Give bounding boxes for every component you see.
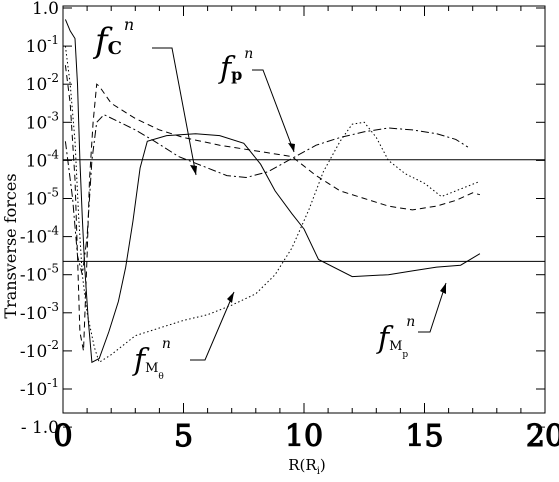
y-tick-label: 10-5	[26, 186, 59, 210]
annotation-fMp-label: fMpn	[376, 314, 415, 360]
y-tick-label: 10-4	[26, 147, 60, 171]
y-tick-labels: 1.0 10-1 10-2 10-3 10-4 10-5 -10-4 -10-5 -10-3 -1…	[20, 0, 545, 438]
annotation-fC-arrowhead	[190, 165, 197, 175]
series-line-f-p-n	[64, 65, 481, 351]
annotation-fMp-arrow	[418, 282, 447, 333]
series-line-f-m-p-n	[64, 114, 469, 275]
annotation-fMt: fMθn	[132, 291, 235, 382]
annotation-fp: fpn	[218, 46, 295, 153]
y-tick-label: -10-2	[20, 338, 59, 362]
annotation-fMt-label: fMθn	[132, 336, 171, 382]
annotation-fMt-arrow	[190, 291, 235, 361]
annotation-fp-arrow	[252, 69, 295, 153]
series-line-f-c-n	[64, 19, 481, 364]
y-tick-label: -10-3	[20, 300, 59, 324]
x-tick-label: 20	[526, 419, 559, 454]
y-tick-label: -10-5	[20, 262, 59, 286]
annotation-fp-arrowhead	[288, 143, 295, 152]
y-tick-label: 10-1	[26, 33, 59, 57]
annotation-fMp: fMpn	[376, 282, 447, 360]
x-tick-label: 15	[405, 419, 443, 454]
y-tick-label: - 1.0	[21, 418, 59, 438]
x-axis-label: R(Ri)	[288, 456, 326, 477]
x-tick-label: 10	[285, 419, 323, 454]
annotation-fMp-arrowhead	[440, 283, 446, 294]
y-tick-label: -10-1	[20, 376, 59, 400]
annotation-fp-label: fpn	[218, 46, 253, 86]
y-tick-label: 1.0	[32, 0, 59, 19]
series-line-f-m-theta-n	[64, 46, 481, 364]
annotation-fC-arrow	[152, 47, 197, 176]
y-tick-label: 10-2	[26, 71, 59, 95]
y-axis-label: Transverse forces	[1, 173, 20, 318]
y-tick-label: -10-4	[20, 224, 59, 248]
series-lines	[64, 19, 481, 364]
annotation-fMt-arrowhead	[227, 292, 234, 303]
annotation-fC-label: fCn	[92, 15, 134, 61]
x-tick-label: 0	[53, 419, 72, 454]
x-axis-ticks: 0 5 10 15 20	[53, 6, 559, 455]
y-tick-label: 10-3	[26, 109, 59, 133]
x-tick-label: 5	[174, 419, 193, 454]
